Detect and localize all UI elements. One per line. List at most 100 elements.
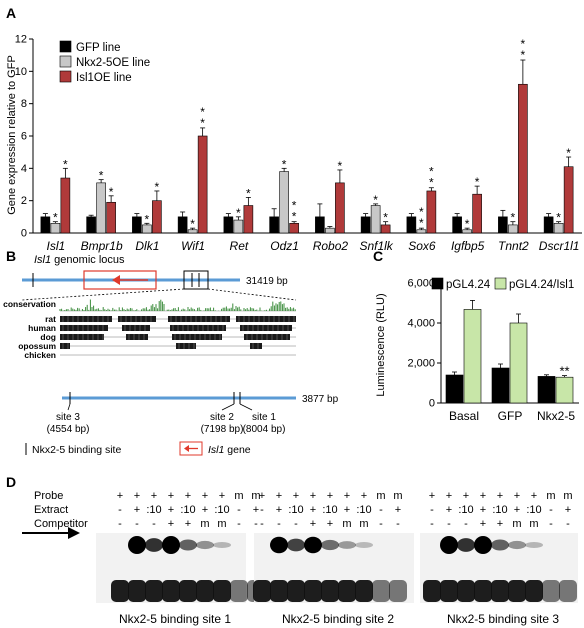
- panel-a-legend: GFP line Nkx2-5OE line Isl1OE line: [59, 40, 150, 84]
- category-label: Odz1: [270, 239, 299, 253]
- site-3-leader: [67, 403, 71, 411]
- free-probe-band: [162, 580, 180, 602]
- shifted-band: [287, 538, 305, 552]
- lane-mark: -: [430, 504, 434, 516]
- significance-star: *: [511, 211, 516, 225]
- lane-mark: +: [446, 490, 452, 502]
- bar-pgl4-24-isl1: [509, 322, 528, 404]
- lane-mark: +: [327, 518, 333, 530]
- lane-mark: +: [514, 504, 520, 516]
- lane-mark: +: [480, 504, 486, 516]
- lane-mark: m: [376, 490, 385, 502]
- lane-mark: +: [202, 490, 208, 502]
- shifted-band: [162, 536, 180, 554]
- shifted-band: [321, 539, 339, 551]
- lane-mark: +: [151, 490, 157, 502]
- lane-mark: +: [117, 490, 123, 502]
- lane-mark: +: [344, 490, 350, 502]
- lane-mark: +: [185, 518, 191, 530]
- free-probe-band: [389, 580, 407, 602]
- zoom-length: 3877 bp: [302, 394, 339, 405]
- y-tick-label: 10: [15, 66, 27, 78]
- lane-mark: :10: [492, 504, 507, 516]
- lane-mark: :10: [180, 504, 195, 516]
- category-label: Dscr1l1: [539, 239, 580, 253]
- significance-star: *: [419, 205, 424, 219]
- zoom-line-left: [21, 288, 185, 301]
- significance-star: *: [383, 211, 388, 225]
- free-probe-band: [423, 580, 441, 602]
- free-probe-band: [559, 580, 577, 602]
- free-probe-band: [491, 580, 509, 602]
- bar-gfp-line: [177, 216, 188, 234]
- gel-captions: Nkx2-5 binding site 1 Nkx2-5 binding site…: [119, 612, 559, 626]
- free-probe-band: [440, 580, 458, 602]
- bar-nkx2-5oe-line: [325, 227, 335, 234]
- lane-mark: +: [327, 490, 333, 502]
- free-probe-band: [542, 580, 560, 602]
- lane-mark: m: [393, 490, 402, 502]
- significance-star: *: [338, 159, 343, 173]
- panel-a-chart: A Gene expression relative to GFP 0 2 4 6 8 1…: [6, 5, 582, 253]
- free-probe-band: [474, 580, 492, 602]
- alignment-tracks: [60, 316, 296, 356]
- lane-mark: :10: [458, 504, 473, 516]
- free-probe-band: [230, 580, 248, 602]
- lane-mark: -: [430, 518, 434, 530]
- significance-star: *: [475, 175, 480, 189]
- alignment-block: [60, 316, 112, 322]
- lane-mark: -: [135, 518, 139, 530]
- legend-swatch: [59, 55, 72, 68]
- significance-star: *: [246, 186, 251, 200]
- alignment-block: [60, 343, 70, 349]
- y-tick-label: 0: [21, 228, 27, 240]
- bar-gfp-line: [543, 216, 554, 234]
- shifted-band: [338, 541, 356, 549]
- significance-star: *: [53, 211, 58, 225]
- alignment-block: [236, 316, 296, 322]
- panel-a-letter: A: [6, 5, 16, 21]
- legend-label: pGL4.24: [446, 279, 491, 291]
- category-label: Basal: [449, 409, 479, 423]
- row-label-competitor: Competitor: [34, 518, 88, 530]
- free-probe-band: [321, 580, 339, 602]
- shifted-band: [525, 541, 543, 549]
- alignment-block: [126, 334, 148, 340]
- bar-isl1oe-line: [60, 177, 71, 234]
- lane-mark: +: [463, 490, 469, 502]
- bar-gfp-line: [269, 216, 279, 234]
- lane-mark: :10: [526, 504, 541, 516]
- legend-swatch: [494, 277, 507, 290]
- lane-mark: +: [446, 504, 452, 516]
- bar-gfp-line: [406, 216, 417, 234]
- lane-mark: +: [395, 504, 401, 516]
- significance-star: *: [200, 105, 205, 119]
- bar-pgl4-24: [491, 367, 510, 404]
- gel-caption: Nkx2-5 binding site 2: [282, 612, 394, 626]
- significance-star: *: [99, 169, 104, 183]
- legend-label: pGL4.24/Isl1: [509, 279, 574, 291]
- alignment-block: [60, 325, 108, 331]
- y-tick-label: 4,000: [407, 318, 435, 330]
- lane-mark: -: [396, 518, 400, 530]
- lane-mark: m: [512, 518, 521, 530]
- alignment-block: [168, 316, 230, 322]
- lane-mark: :10: [146, 504, 161, 516]
- gel-caption: Nkx2-5 binding site 3: [447, 612, 559, 626]
- lane-mark: +: [253, 504, 259, 516]
- free-probe-band: [213, 580, 231, 602]
- lane-mark: +: [134, 490, 140, 502]
- category-label: Robo2: [313, 239, 349, 253]
- y-tick-label: 6,000: [407, 278, 435, 290]
- shifted-band: [304, 536, 322, 554]
- lane-mark: +: [497, 518, 503, 530]
- significance-star: *: [292, 210, 297, 224]
- lane-mark: :10: [322, 504, 337, 516]
- bar-nkx2-5oe-line: [96, 182, 106, 234]
- site-2-leader: [221, 403, 235, 411]
- shifted-band: [457, 538, 475, 552]
- lane-mark: m: [563, 490, 572, 502]
- panel-a-bars: ***************** ***********: [40, 37, 574, 234]
